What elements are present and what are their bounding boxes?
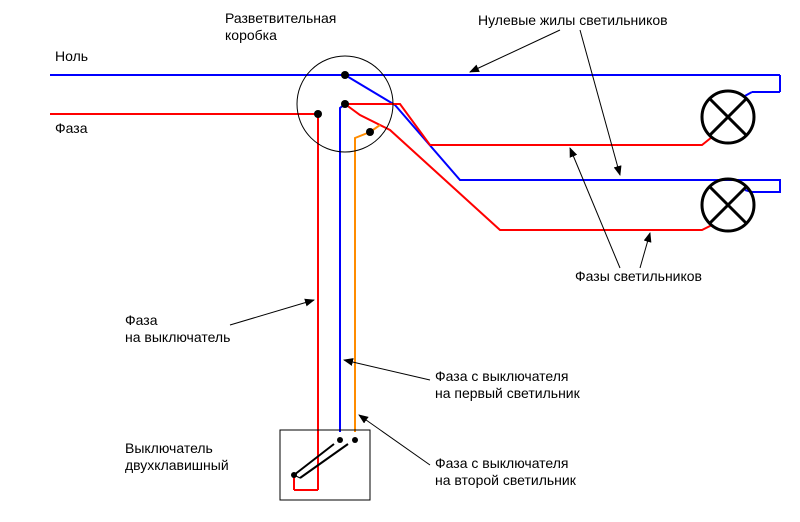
label-phase-to-switch: Фаза на выключатель (125, 312, 230, 346)
junction-node-1 (341, 71, 349, 79)
arrow-neutral-1 (470, 30, 560, 72)
label-switch-out1: Фаза с выключателя на первый светильник (435, 368, 580, 402)
label-phase: Фаза (55, 120, 87, 137)
label-neutral: Ноль (55, 48, 88, 65)
neutral-node-stub (345, 75, 395, 105)
junction-node-2 (314, 110, 322, 118)
arrow-phase-lamp-2 (640, 233, 650, 268)
switch-lever-1 (294, 444, 334, 475)
label-junction-box: Разветвительная коробка (225, 10, 336, 44)
label-switch-out2: Фаза с выключателя на второй светильник (435, 455, 576, 489)
junction-node-4 (366, 128, 374, 136)
switch-out1-wire (340, 104, 345, 432)
junction-node-3 (341, 100, 349, 108)
label-switch: Выключатель двухклавишный (125, 440, 229, 474)
arrow-phase-to-switch (230, 300, 314, 325)
switch-out2-wire (355, 132, 370, 432)
phase-lamp2-wire (345, 104, 712, 230)
label-lamp-neutrals: Нулевые жилы светильников (478, 12, 668, 29)
switch-out1-pin (337, 437, 343, 443)
arrow-switch-out1 (344, 360, 430, 380)
arrow-phase-lamp-1 (570, 148, 620, 268)
switch-lever-2 (300, 444, 348, 478)
switch-out2-pin (352, 437, 358, 443)
arrow-neutral-2 (580, 30, 620, 175)
label-lamp-phases: Фазы светильников (575, 268, 702, 285)
